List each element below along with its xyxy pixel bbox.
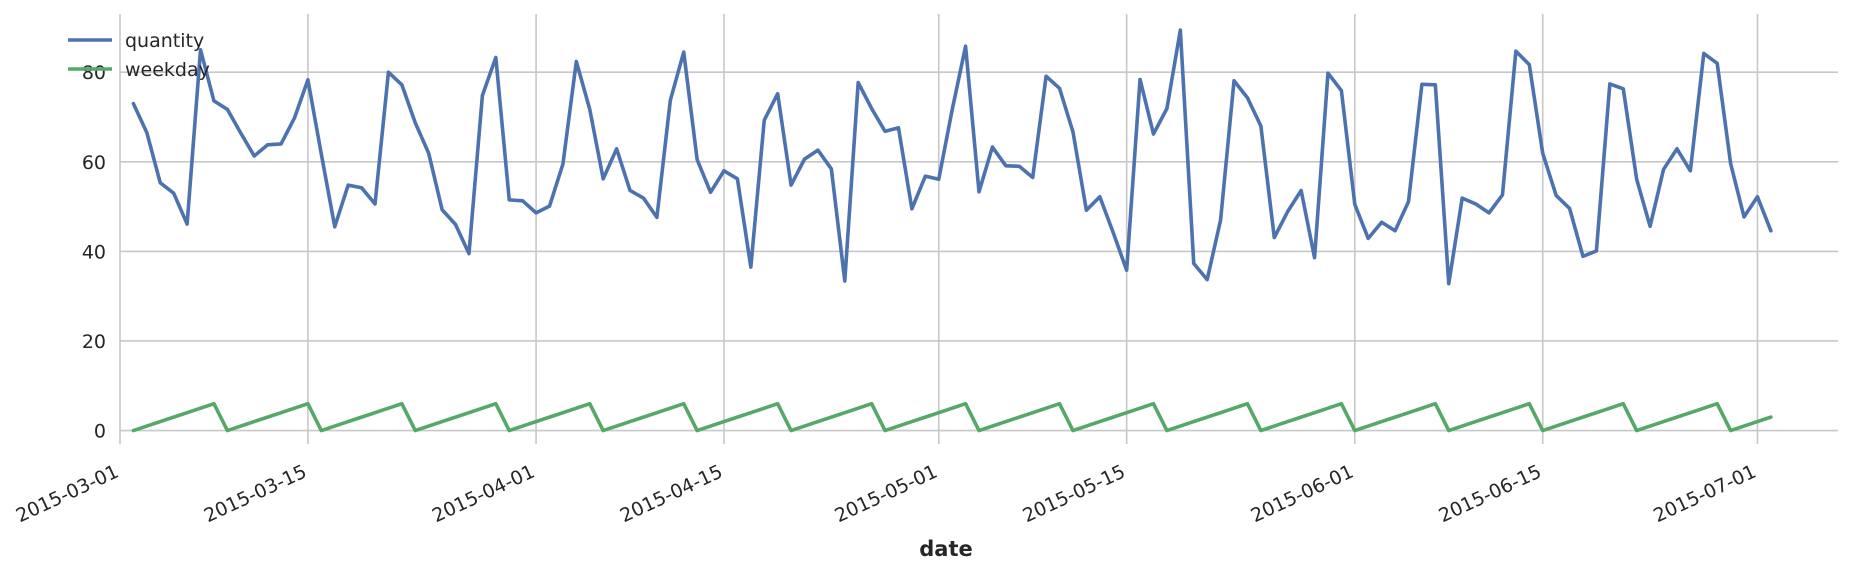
- x-tick-label: 2015-03-01: [13, 461, 122, 528]
- y-tick-label: 0: [94, 421, 106, 443]
- x-axis-label: date: [919, 537, 972, 561]
- x-tick-label: 2015-06-15: [1435, 461, 1544, 528]
- y-tick-label: 60: [82, 152, 106, 174]
- x-tick-label: 2015-05-15: [1019, 461, 1128, 528]
- x-tick-label: 2015-07-01: [1650, 461, 1759, 528]
- y-tick-label: 40: [82, 241, 106, 263]
- x-tick-label: 2015-04-01: [429, 461, 538, 528]
- x-tick-label: 2015-05-01: [831, 461, 940, 528]
- y-tick-label: 20: [82, 331, 106, 353]
- y-tick-label: 80: [82, 62, 106, 84]
- grid-lines: [119, 14, 1838, 444]
- legend-label-weekday: weekday: [125, 59, 210, 81]
- x-tick-label: 2015-04-15: [617, 461, 726, 528]
- series-lines: [131, 28, 1773, 433]
- series-line-weekday: [131, 401, 1773, 433]
- x-tick-label: 2015-06-01: [1248, 461, 1357, 528]
- legend: quantity weekday: [68, 30, 210, 81]
- x-tick-label: 2015-03-15: [201, 461, 310, 528]
- series-line-quantity: [131, 28, 1773, 286]
- x-axis-ticks: 2015-03-01 2015-03-15 2015-04-01 2015-04-15…: [13, 461, 1760, 528]
- y-axis-ticks: 0 20 40 60 80: [82, 62, 106, 442]
- legend-label-quantity: quantity: [125, 30, 204, 52]
